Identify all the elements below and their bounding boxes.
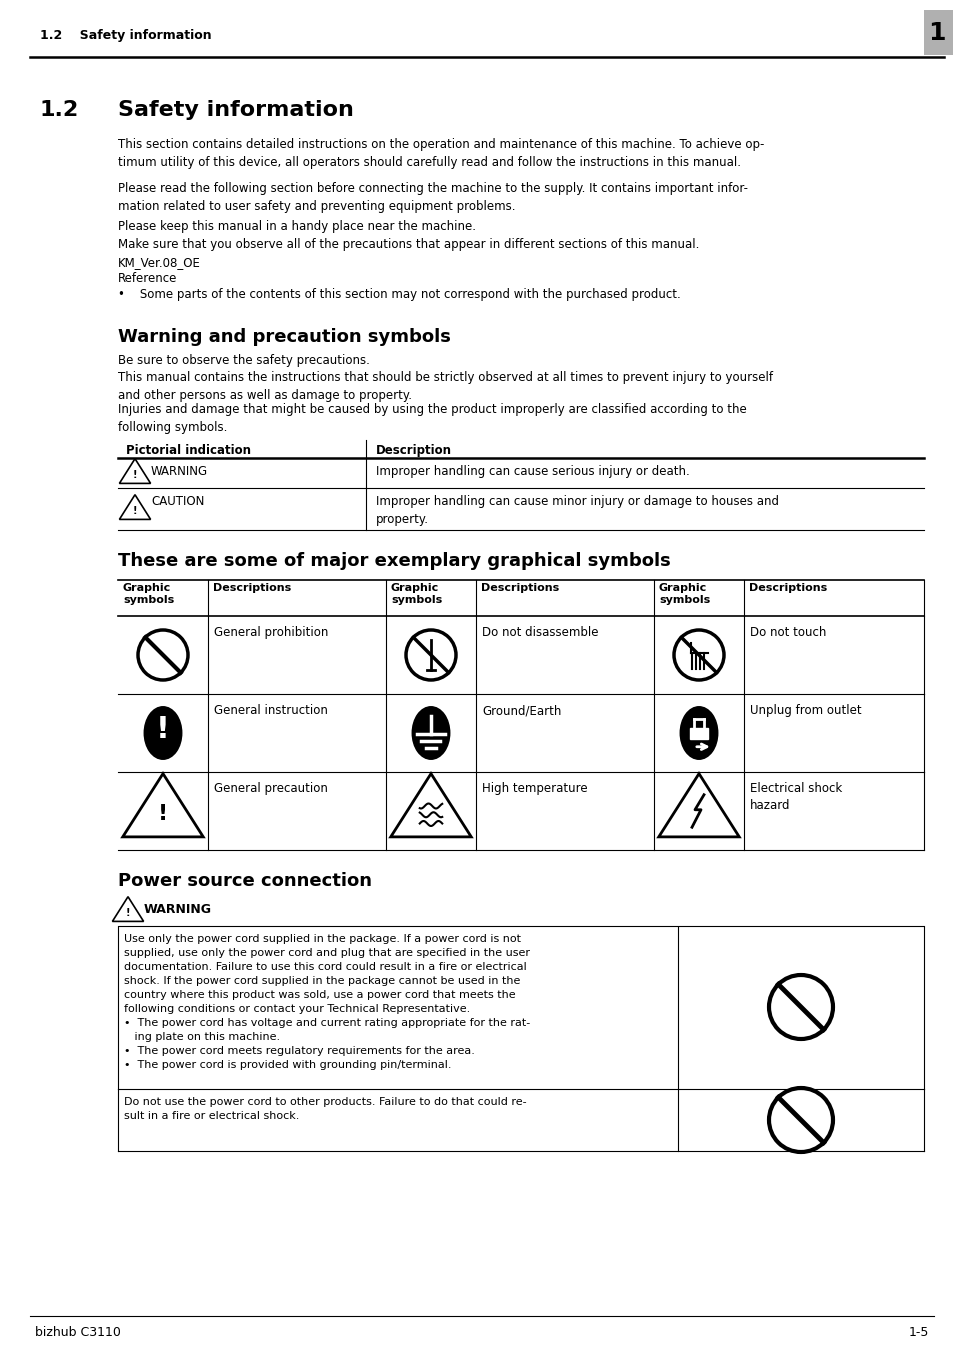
Text: This manual contains the instructions that should be strictly observed at all ti: This manual contains the instructions th… [118, 372, 772, 403]
Text: Injuries and damage that might be caused by using the product improperly are cla: Injuries and damage that might be caused… [118, 403, 746, 434]
Text: Please keep this manual in a handy place near the machine.: Please keep this manual in a handy place… [118, 220, 476, 232]
Text: !: ! [156, 716, 170, 744]
Text: Power source connection: Power source connection [118, 871, 372, 890]
Text: Electrical shock
hazard: Electrical shock hazard [749, 782, 841, 812]
Text: Pictorial indication: Pictorial indication [126, 444, 251, 457]
Text: CAUTION: CAUTION [151, 494, 204, 508]
Text: This section contains detailed instructions on the operation and maintenance of : This section contains detailed instructi… [118, 138, 763, 169]
Text: WARNING: WARNING [151, 465, 208, 478]
Text: WARNING: WARNING [144, 902, 212, 916]
Text: KM_Ver.08_OE: KM_Ver.08_OE [118, 255, 201, 269]
Text: !: ! [132, 507, 137, 516]
Ellipse shape [412, 707, 449, 759]
Text: General prohibition: General prohibition [213, 626, 328, 639]
Text: General precaution: General precaution [213, 782, 328, 794]
Text: bizhub C3110: bizhub C3110 [35, 1327, 121, 1339]
Text: Do not disassemble: Do not disassemble [481, 626, 598, 639]
Polygon shape [923, 9, 953, 55]
Text: Descriptions: Descriptions [480, 584, 558, 593]
Polygon shape [689, 728, 707, 739]
Text: !: ! [126, 908, 131, 917]
Text: Graphic
symbols: Graphic symbols [659, 584, 709, 605]
Text: Reference: Reference [118, 272, 177, 285]
Ellipse shape [144, 707, 182, 759]
Text: Ground/Earth: Ground/Earth [481, 704, 560, 717]
Text: 1: 1 [927, 22, 944, 45]
Text: 1.2    Safety information: 1.2 Safety information [40, 30, 212, 42]
Text: Improper handling can cause serious injury or death.: Improper handling can cause serious inju… [375, 465, 689, 478]
Text: Descriptions: Descriptions [748, 584, 826, 593]
Text: Safety information: Safety information [118, 100, 354, 120]
Text: These are some of major exemplary graphical symbols: These are some of major exemplary graphi… [118, 553, 670, 570]
Text: High temperature: High temperature [481, 782, 587, 794]
Text: Do not touch: Do not touch [749, 626, 825, 639]
Text: 1.2: 1.2 [40, 100, 79, 120]
Ellipse shape [679, 707, 717, 759]
Text: !: ! [132, 470, 137, 480]
Text: Description: Description [375, 444, 452, 457]
Text: Graphic
symbols: Graphic symbols [391, 584, 442, 605]
Text: General instruction: General instruction [213, 704, 328, 717]
Text: Be sure to observe the safety precautions.: Be sure to observe the safety precaution… [118, 354, 370, 367]
Text: Unplug from outlet: Unplug from outlet [749, 704, 861, 717]
Text: •    Some parts of the contents of this section may not correspond with the purc: • Some parts of the contents of this sec… [118, 288, 680, 301]
Text: Improper handling can cause minor injury or damage to houses and
property.: Improper handling can cause minor injury… [375, 494, 779, 526]
Text: Use only the power cord supplied in the package. If a power cord is not
supplied: Use only the power cord supplied in the … [124, 934, 530, 1070]
Text: Make sure that you observe all of the precautions that appear in different secti: Make sure that you observe all of the pr… [118, 238, 699, 251]
Text: 1-5: 1-5 [907, 1327, 928, 1339]
Text: Warning and precaution symbols: Warning and precaution symbols [118, 328, 451, 346]
Text: Graphic
symbols: Graphic symbols [123, 584, 174, 605]
Text: Do not use the power cord to other products. Failure to do that could re-
sult i: Do not use the power cord to other produ… [124, 1097, 526, 1121]
Text: Please read the following section before connecting the machine to the supply. I: Please read the following section before… [118, 182, 747, 213]
Text: !: ! [158, 804, 168, 824]
Text: Descriptions: Descriptions [213, 584, 291, 593]
